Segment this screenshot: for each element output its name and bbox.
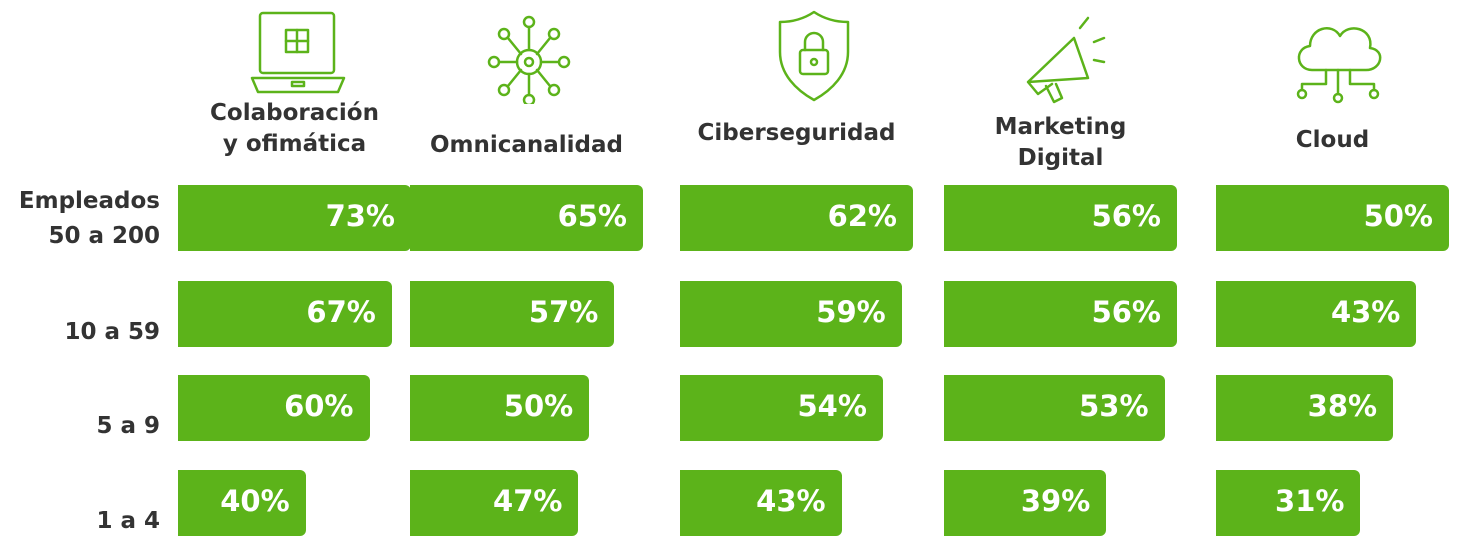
bar: 57% xyxy=(410,281,615,347)
bar: 56% xyxy=(944,281,1177,347)
value-label: 50% xyxy=(1363,199,1433,233)
bar: 73% xyxy=(178,185,411,251)
value-label: 60% xyxy=(284,389,354,423)
value-label: 54% xyxy=(797,389,867,423)
bar: 47% xyxy=(410,470,579,536)
column-title: Ciberseguridad xyxy=(697,120,896,146)
value-label: 56% xyxy=(1091,295,1161,329)
laptop-icon xyxy=(250,11,346,94)
value-label: 50% xyxy=(503,389,574,423)
bar: 50% xyxy=(410,375,590,441)
bar: 39% xyxy=(944,470,1107,536)
y-label: Empleados xyxy=(18,188,160,214)
bar: 43% xyxy=(680,470,842,536)
megaphone-icon xyxy=(1026,16,1106,104)
bar: 43% xyxy=(1216,281,1417,347)
value-label: 40% xyxy=(220,484,290,518)
column-title: Cloud xyxy=(1295,127,1370,153)
value-label: 57% xyxy=(528,295,599,329)
value-label: 43% xyxy=(756,484,826,518)
bar: 56% xyxy=(944,185,1177,251)
value-label: 67% xyxy=(306,295,376,329)
value-label: 73% xyxy=(325,199,395,233)
value-label: 39% xyxy=(1020,484,1091,518)
bar: 59% xyxy=(680,281,902,347)
bar: 67% xyxy=(178,281,392,347)
column-title: Colaboración y ofimática xyxy=(210,100,379,157)
bar: 38% xyxy=(1216,375,1394,441)
column-title: Omnicanalidad xyxy=(429,132,624,158)
bar: 31% xyxy=(1216,470,1361,536)
bar: 50% xyxy=(1216,185,1449,251)
row-label: 50 a 200 xyxy=(48,223,160,249)
cloud-icon xyxy=(1296,27,1382,104)
value-label: 59% xyxy=(816,295,886,329)
value-label: 53% xyxy=(1079,389,1149,423)
value-label: 56% xyxy=(1091,199,1161,233)
column-title: Marketing Digital xyxy=(994,114,1127,171)
bar: 60% xyxy=(178,375,370,441)
network-icon xyxy=(487,15,571,104)
bar: 54% xyxy=(680,375,883,441)
value-label: 65% xyxy=(557,199,627,233)
bar: 65% xyxy=(410,185,643,251)
value-label: 47% xyxy=(493,484,563,518)
row-label: 1 a 4 xyxy=(96,508,160,534)
value-label: 43% xyxy=(1330,295,1401,329)
bar: 53% xyxy=(944,375,1165,441)
bar: 40% xyxy=(178,470,306,536)
bar: 62% xyxy=(680,185,913,251)
shield-icon xyxy=(778,10,850,102)
row-label: 10 a 59 xyxy=(64,319,160,345)
row-label: 5 a 9 xyxy=(96,413,160,439)
value-label: 31% xyxy=(1275,484,1345,518)
value-label: 38% xyxy=(1307,389,1378,423)
value-label: 62% xyxy=(827,199,897,233)
